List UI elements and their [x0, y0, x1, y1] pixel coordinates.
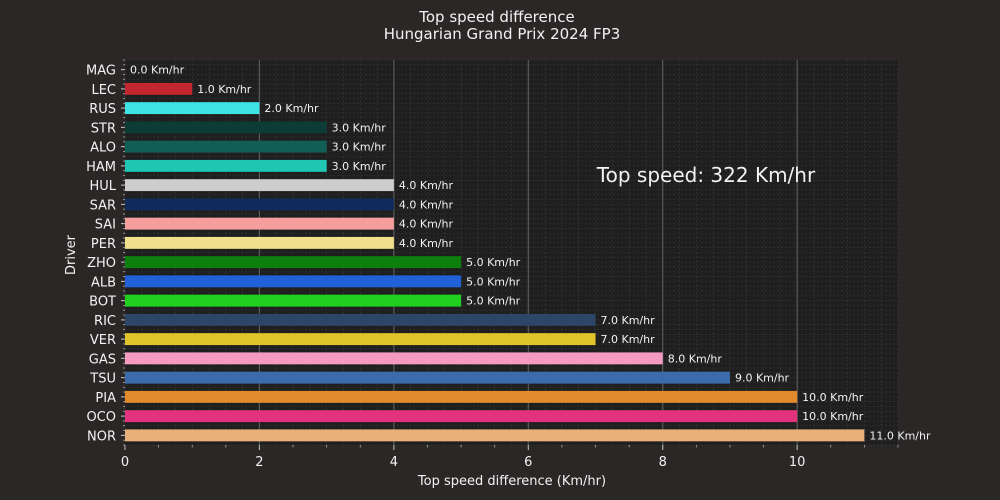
bar-str — [125, 121, 327, 134]
bar-value-label: 3.0 Km/hr — [332, 141, 387, 154]
bar-alo — [125, 140, 327, 153]
bar-value-label: 3.0 Km/hr — [332, 160, 387, 173]
bar-lec — [125, 82, 193, 95]
y-tick-label: SAR — [90, 198, 116, 213]
plot-area: 0.0 Km/hr MAG 1.0 Km/hr LEC 2.0 Km/hr RUS 3.0 … — [86, 59, 931, 470]
x-tick-label: 6 — [524, 455, 532, 470]
bar-rus — [125, 102, 260, 115]
bar-alb — [125, 275, 462, 288]
bar-pia — [125, 390, 798, 403]
bar-bot — [125, 294, 462, 307]
bar-hul — [125, 179, 394, 192]
bar-gas — [125, 352, 663, 365]
chart-title: Top speed difference — [418, 8, 574, 26]
bar-value-label: 0.0 Km/hr — [130, 64, 185, 77]
bar-value-label: 4.0 Km/hr — [399, 237, 454, 250]
y-tick-label: GAS — [89, 352, 116, 367]
bar-value-label: 2.0 Km/hr — [264, 102, 319, 115]
x-tick-label: 0 — [121, 455, 129, 470]
bar-per — [125, 236, 394, 249]
y-tick-label: NOR — [87, 429, 116, 444]
y-tick-label: SAI — [95, 218, 116, 233]
bar-ric — [125, 313, 596, 326]
bar-sar — [125, 198, 394, 211]
y-tick-label: BOT — [89, 295, 116, 310]
y-tick-label: ZHO — [87, 256, 116, 271]
y-tick-label: OCO — [86, 410, 116, 425]
chart-subtitle: Hungarian Grand Prix 2024 FP3 — [384, 25, 621, 43]
bar-value-label: 4.0 Km/hr — [399, 179, 454, 192]
x-tick-label: 8 — [659, 455, 667, 470]
bar-tsu — [125, 371, 730, 384]
y-tick-label: HUL — [89, 179, 116, 194]
bar-value-label: 7.0 Km/hr — [601, 333, 656, 346]
y-tick-label: RIC — [94, 314, 116, 329]
bar-sai — [125, 217, 394, 230]
bar-value-label: 10.0 Km/hr — [802, 410, 864, 423]
bar-value-label: 5.0 Km/hr — [466, 275, 521, 288]
bar-value-label: 5.0 Km/hr — [466, 256, 521, 269]
bar-nor — [125, 429, 865, 442]
y-tick-label: PIA — [95, 391, 116, 406]
y-tick-label: ALO — [90, 141, 116, 156]
bar-value-label: 4.0 Km/hr — [399, 198, 454, 211]
y-tick-label: MAG — [86, 64, 116, 79]
y-tick-label: ALB — [91, 275, 116, 290]
bar-value-label: 10.0 Km/hr — [802, 391, 864, 404]
bar-value-label: 11.0 Km/hr — [869, 429, 931, 442]
y-tick-label: RUS — [89, 102, 116, 117]
y-tick-label: LEC — [91, 83, 116, 98]
y-tick-label: PER — [91, 237, 116, 252]
y-tick-label: VER — [90, 333, 116, 348]
top-speed-annotation: Top speed: 322 Km/hr — [596, 163, 816, 187]
bar-value-label: 9.0 Km/hr — [735, 372, 790, 385]
bar-value-label: 5.0 Km/hr — [466, 295, 521, 308]
bar-value-label: 3.0 Km/hr — [332, 121, 387, 134]
x-tick-label: 2 — [255, 455, 263, 470]
bar-ver — [125, 333, 596, 346]
x-tick-label: 4 — [390, 455, 398, 470]
bar-value-label: 7.0 Km/hr — [601, 314, 656, 327]
y-tick-label: HAM — [86, 160, 116, 175]
bar-value-label: 1.0 Km/hr — [197, 83, 252, 96]
bar-value-label: 8.0 Km/hr — [668, 352, 723, 365]
bar-ham — [125, 159, 327, 172]
bar-value-label: 4.0 Km/hr — [399, 218, 454, 231]
y-axis-label: Driver — [64, 234, 79, 275]
y-tick-label: STR — [91, 121, 116, 136]
x-axis-label: Top speed difference (Km/hr) — [417, 474, 606, 489]
x-tick-label: 10 — [789, 455, 806, 470]
y-tick-label: TSU — [89, 372, 116, 387]
bar-oco — [125, 410, 798, 423]
bar-zho — [125, 256, 462, 269]
